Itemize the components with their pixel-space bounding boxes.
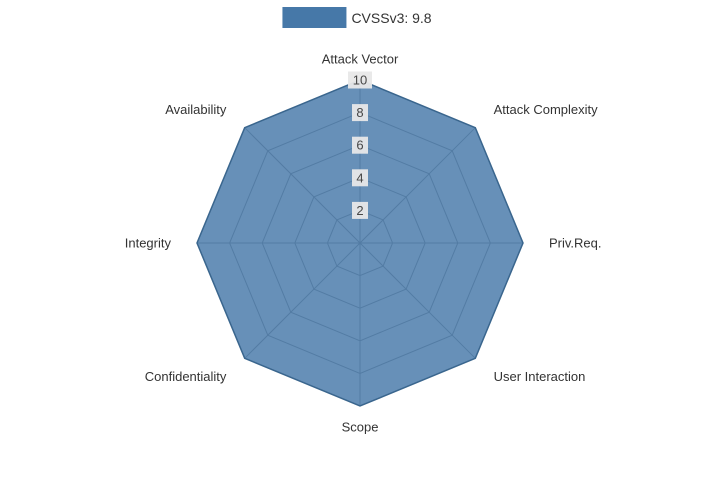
axis-label: User Interaction — [494, 369, 586, 384]
axis-label: Priv.Req. — [549, 236, 602, 251]
svg-text:4: 4 — [356, 170, 363, 185]
axis-label: Attack Vector — [322, 52, 399, 67]
radial-tick-labels: 2 4 6 8 10 — [348, 71, 372, 219]
svg-text:10: 10 — [353, 73, 367, 88]
legend-swatch — [282, 7, 347, 28]
axis-label: Scope — [342, 420, 379, 435]
data-polygon — [196, 79, 524, 407]
svg-text:6: 6 — [356, 138, 363, 153]
axis-label: Integrity — [125, 236, 172, 251]
axis-label: Availability — [165, 102, 227, 117]
svg-text:2: 2 — [356, 203, 363, 218]
axis-label: Attack Complexity — [494, 102, 599, 117]
legend[interactable]: CVSSv3: 9.8 — [282, 7, 432, 28]
axis-labels: Attack Vector Attack Complexity Priv.Req. U… — [125, 52, 602, 435]
legend-label: CVSSv3: 9.8 — [351, 9, 432, 26]
svg-text:8: 8 — [356, 105, 363, 120]
axis-label: Confidentiality — [145, 369, 227, 384]
